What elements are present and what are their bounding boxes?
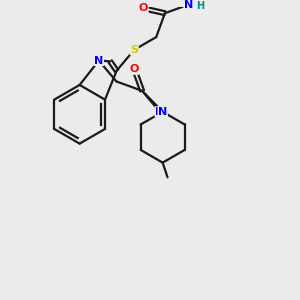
- Text: O: O: [130, 64, 139, 74]
- Text: N: N: [184, 0, 194, 10]
- Text: H: H: [196, 2, 205, 11]
- Text: N: N: [155, 107, 164, 117]
- Text: O: O: [139, 3, 148, 13]
- Text: N: N: [94, 56, 104, 65]
- Text: N: N: [158, 107, 167, 117]
- Text: S: S: [130, 45, 138, 55]
